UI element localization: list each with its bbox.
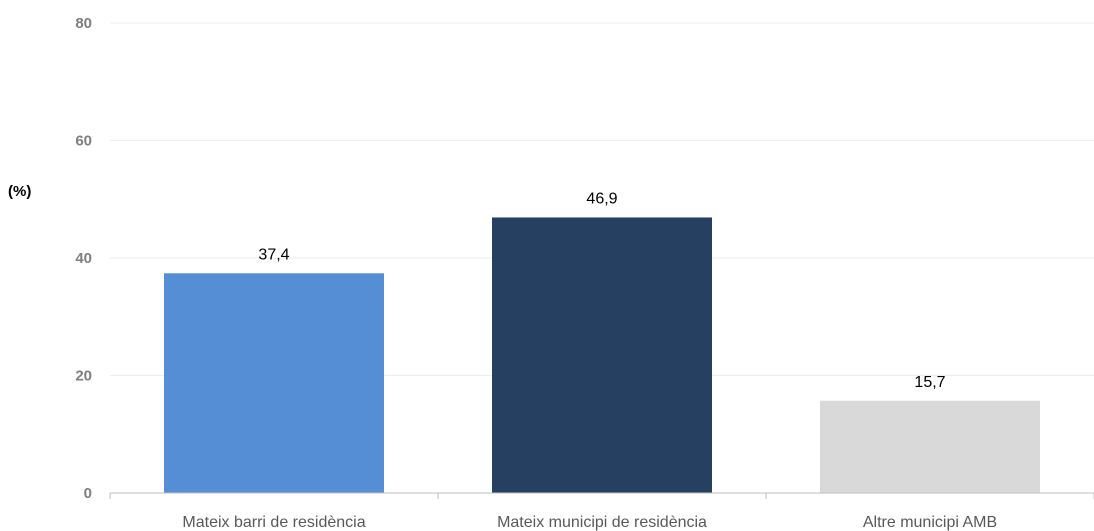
x-axis-tick-marks xyxy=(109,493,1094,499)
bar-value-label: 37,4 xyxy=(258,246,289,263)
bar-value-label: 15,7 xyxy=(914,374,945,391)
bar xyxy=(820,400,1040,493)
bar-value-label: 46,9 xyxy=(586,190,617,207)
bar xyxy=(492,217,712,493)
y-tick-label: 80 xyxy=(75,15,92,32)
y-tick-label: 40 xyxy=(75,250,92,267)
y-tick-label: 0 xyxy=(84,485,92,502)
category-label: Mateix barri de residència xyxy=(182,514,365,531)
y-tick-label: 60 xyxy=(75,133,92,150)
value-labels: 37,4 46,9 15,7 xyxy=(258,190,945,390)
y-axis-unit-label: (%) xyxy=(8,183,31,200)
bar xyxy=(164,273,384,493)
category-label: Altre municipi AMB xyxy=(863,514,997,531)
y-tick-label: 20 xyxy=(75,368,92,385)
category-label: Mateix municipi de residència xyxy=(497,514,707,531)
bars xyxy=(164,217,1040,493)
y-axis-ticks: 0 20 40 60 80 xyxy=(75,15,92,502)
category-labels: Mateix barri de residència Mateix municip… xyxy=(182,514,997,531)
